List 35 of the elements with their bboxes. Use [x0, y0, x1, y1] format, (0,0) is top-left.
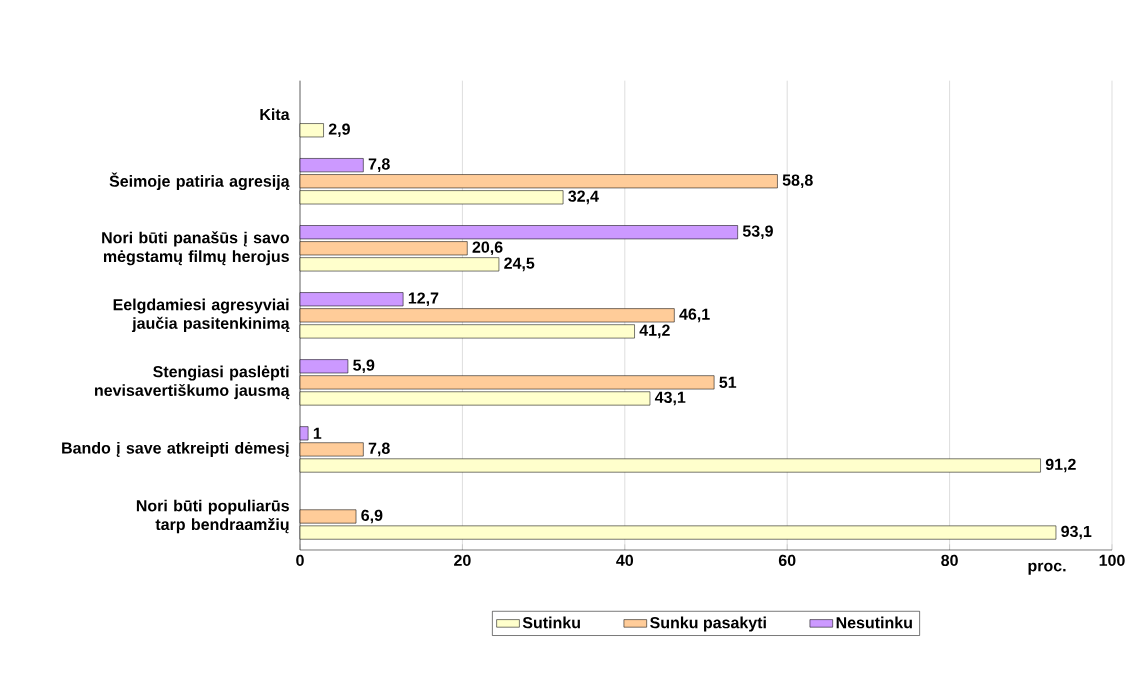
data-label: 2,9 — [328, 123, 350, 138]
x-tick-label: 0 — [296, 554, 304, 567]
data-label: 32,4 — [568, 190, 599, 205]
data-label: 51 — [719, 376, 737, 388]
data-label: 43,1 — [654, 391, 686, 406]
data-label: 58,8 — [782, 174, 813, 189]
y-tick-label: Kita — [260, 108, 290, 121]
data-label: 46,1 — [679, 308, 710, 323]
data-label: 41,2 — [639, 324, 670, 339]
y-tick-label: Nori būti panašūs į savo mėgstamų filmų herojus — [102, 231, 289, 266]
data-label: 7,8 — [368, 158, 390, 172]
x-tick-label: 100 — [1099, 554, 1125, 567]
legend-label: Sutinku — [522, 616, 580, 629]
data-label: 24,5 — [504, 257, 535, 272]
x-axis-title: proc. — [1028, 562, 1066, 575]
y-tick-label: Nori būti populiarūs tarp bendraamžių — [136, 499, 289, 534]
data-label: 53,9 — [742, 225, 773, 240]
data-label: 12,7 — [408, 292, 439, 307]
data-label: 7,8 — [368, 442, 390, 457]
data-label: 5,9 — [353, 359, 375, 374]
x-tick-label: 40 — [616, 554, 634, 567]
y-tick-label: Stengiasi paslėpti nevisavertiškumo jausmą — [94, 365, 290, 400]
legend-label: Sunku pasakyti — [650, 616, 766, 632]
y-tick-label: Bando į save atkreipti dėmesį — [62, 441, 289, 457]
data-label: 91,2 — [1045, 458, 1076, 473]
data-label: 1 — [313, 427, 322, 439]
data-label: 6,9 — [361, 509, 383, 524]
data-label: 93,1 — [1061, 525, 1092, 540]
x-tick-label: 60 — [778, 554, 796, 567]
x-tick-label: 80 — [941, 554, 958, 567]
x-tick-label: 20 — [454, 554, 471, 567]
y-tick-label: Eelgdamiesi agresyviai jaučia pasitenkinimą — [113, 298, 290, 333]
data-label: 20,6 — [472, 241, 503, 256]
legend-label: Nesutinku — [836, 616, 912, 629]
y-tick-label: Šeimoje patiria agresiją — [109, 172, 290, 191]
